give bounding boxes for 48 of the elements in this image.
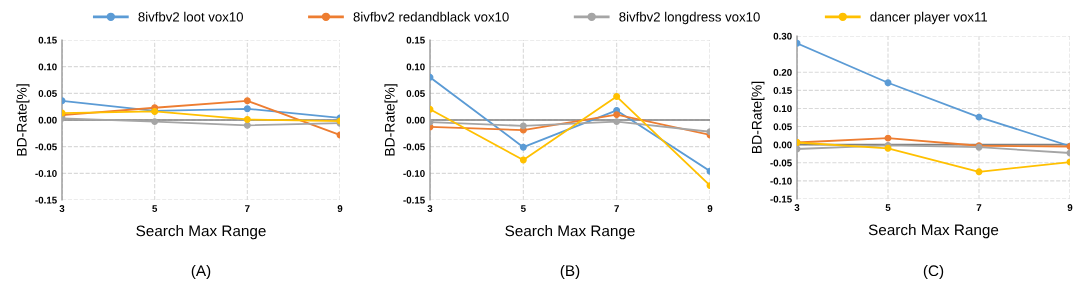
x-tick-label: 5 [152,205,158,212]
text: (C) [923,264,944,280]
y-tick-label: 0.05 [773,123,792,131]
y-tick-label: -0.05 [35,143,57,151]
y-tick-label: 0.10 [773,105,792,113]
y-tick-label: -0.15 [403,196,425,204]
x-tick-label: 5 [885,204,891,211]
legend-label: dancer player vox11 [870,11,988,25]
y-axis-title: BD-Rate[%] [751,81,765,154]
y-tick-label: 0.10 [38,63,57,71]
x-tick-label: 9 [337,205,343,212]
y-tick-label: -0.15 [770,195,792,203]
y-tick-label: 0.00 [38,116,57,124]
x-tick-label: 3 [794,204,800,212]
x-tick-label: 5 [520,205,526,212]
y-tick-label: -0.15 [35,196,57,204]
y-tick-label: 0.30 [773,32,792,40]
x-tick-label: 3 [59,205,65,213]
x-tick-label: 7 [245,205,250,212]
y-tick-label: 0.05 [38,90,57,97]
y-tick-label: -0.05 [770,159,792,167]
y-tick-label: -0.10 [35,170,57,177]
y-tick-label: 0.20 [773,68,792,76]
x-tick-label: 9 [1067,204,1073,211]
y-tick-label: -0.10 [770,177,792,185]
x-tick-label: 9 [707,205,713,212]
y-axis-title: BD-Rate[%] [16,84,30,156]
x-tick-label: 7 [614,205,619,212]
legend-label: 8ivfbv2 loot vox10 [138,11,243,22]
x-tick-label: 3 [427,205,433,213]
y-tick-label: -0.10 [403,170,425,177]
y-tick-label: 0.00 [773,141,792,149]
x-axis-title: Search Max Range [868,224,999,239]
y-tick-label: 0.15 [406,36,425,44]
y-tick-label: 0.05 [406,90,425,97]
text: (B) [560,264,580,280]
y-tick-label: 0.10 [406,63,425,71]
legend-label: 8ivfbv2 longdress vox10 [619,11,760,25]
x-tick-label: 7 [976,204,982,211]
y-tick-label: 0.00 [406,116,425,124]
legend-label: 8ivfbv2 redandblack vox10 [353,11,509,22]
text: (A) [191,264,211,280]
y-tick-label: -0.05 [403,143,425,151]
x-axis-title: Search Max Range [136,225,266,240]
y-tick-label: 0.15 [38,36,57,44]
y-tick-label: 0.15 [773,87,792,94]
x-axis-title: Search Max Range [505,225,635,240]
y-axis-title: BD-Rate[%] [384,84,398,156]
